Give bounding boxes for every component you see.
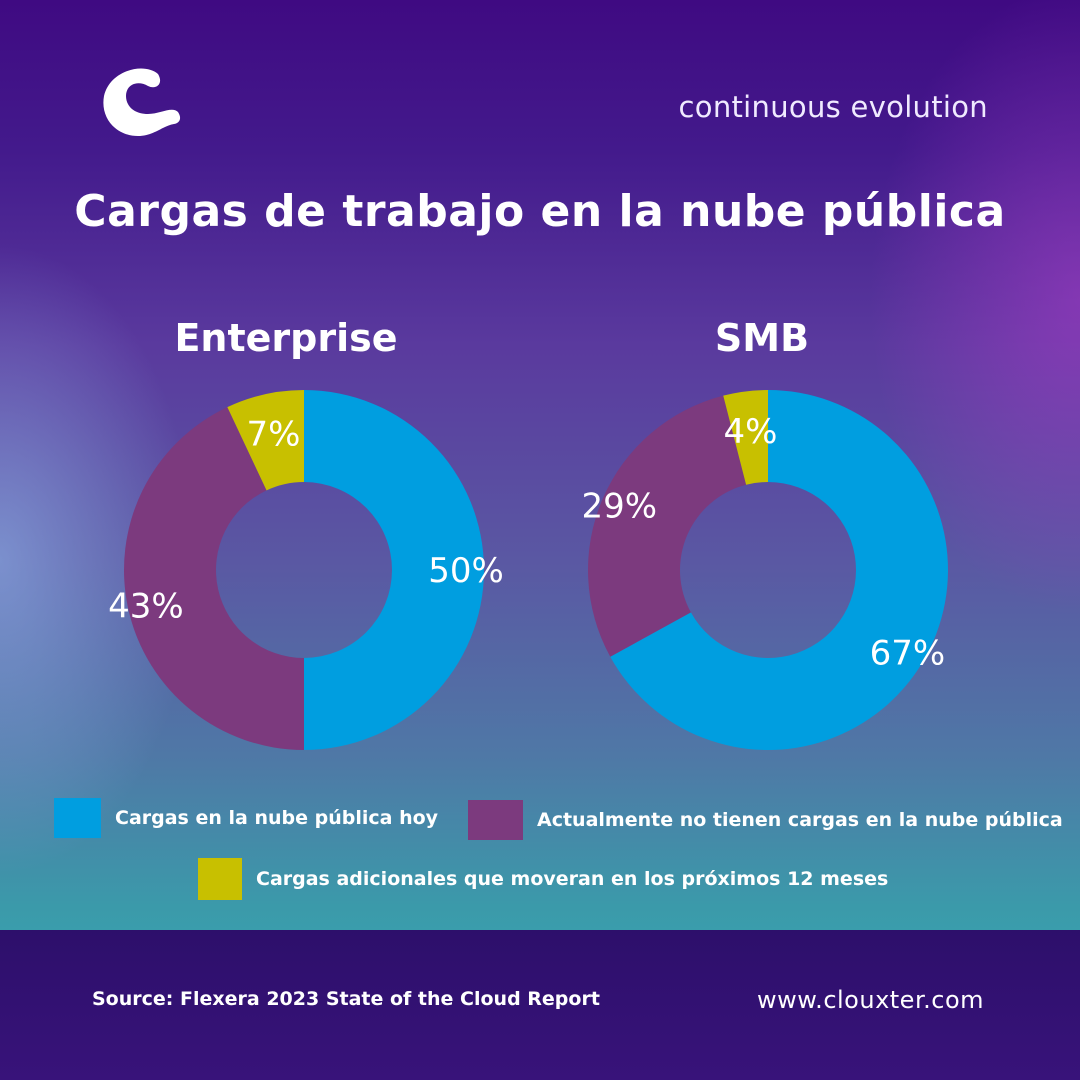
legend-swatch-today	[54, 798, 101, 838]
footer-band	[0, 930, 1080, 1080]
smb-chart-title: SMB	[714, 316, 810, 360]
enterprise-slice-additional	[227, 390, 304, 491]
enterprise-chart-title: Enterprise	[174, 316, 398, 360]
smb-label-additional: 4%	[723, 412, 777, 452]
legend-label-today: Cargas en la nube pública hoy	[115, 807, 439, 829]
legend-item-none: Actualmente no tienen cargas en la nube …	[468, 800, 1063, 840]
enterprise-slice-none	[123, 407, 305, 750]
legend-swatch-additional	[198, 858, 242, 900]
donut-charts: 50% 43% 7% 67% 29% 4%	[108, 390, 948, 751]
website-link[interactable]: www.clouxter.com	[757, 986, 984, 1014]
smb-label-none: 29%	[582, 487, 658, 527]
smb-slice-today	[610, 390, 948, 751]
clouxter-c-logo-icon	[103, 68, 181, 136]
page-title: Cargas de trabajo en la nube pública	[74, 186, 1006, 237]
source-note: Source: Flexera 2023 State of the Cloud …	[92, 988, 600, 1010]
enterprise-label-none: 43%	[108, 586, 184, 626]
enterprise-label-additional: 7%	[246, 414, 300, 454]
legend-label-none: Actualmente no tienen cargas en la nube …	[537, 809, 1063, 831]
enterprise-label-today: 50%	[428, 551, 504, 591]
tagline: continuous evolution	[678, 90, 988, 124]
legend-item-additional: Cargas adicionales que moveran en los pr…	[198, 858, 888, 900]
legend-swatch-none	[468, 800, 523, 840]
legend-label-additional: Cargas adicionales que moveran en los pr…	[256, 868, 889, 890]
smb-donut: 67% 29% 4%	[582, 390, 948, 751]
smb-label-today: 67%	[870, 633, 946, 673]
enterprise-slice-today	[304, 390, 484, 750]
smb-slice-none	[587, 395, 747, 657]
enterprise-donut: 50% 43% 7%	[108, 390, 504, 750]
legend-item-today: Cargas en la nube pública hoy	[54, 798, 438, 838]
smb-slice-additional	[723, 390, 768, 485]
